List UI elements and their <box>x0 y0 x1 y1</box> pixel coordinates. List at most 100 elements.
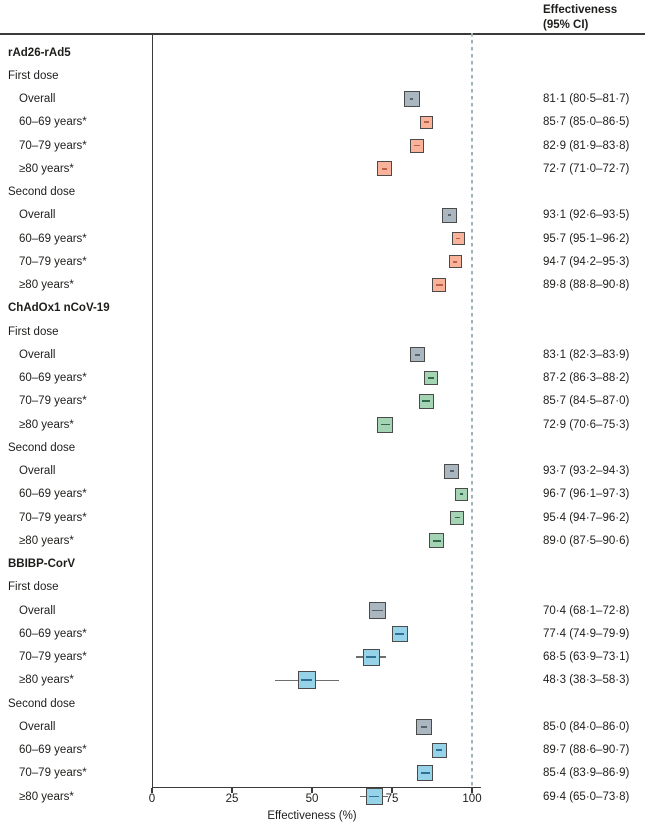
ci-dash <box>454 516 460 519</box>
ci-dash <box>436 284 443 286</box>
x-tick <box>391 788 393 793</box>
row-label-age: 70–79 years* <box>19 651 87 663</box>
effect-value: 85·0 (84·0–86·0) <box>543 720 630 733</box>
x-tick-label: 75 <box>385 793 399 805</box>
effect-value: 87·2 (86·3–88·2) <box>543 372 630 384</box>
effect-value: 48·3 (38·3–58·3) <box>543 674 630 687</box>
x-tick <box>311 788 313 793</box>
row-label-age: 70–79 years* <box>19 767 87 780</box>
ci-dash <box>448 214 452 217</box>
row-label-overall: Overall <box>19 209 56 222</box>
dose-label: Second dose <box>8 441 76 454</box>
row-label-age: ≥80 years* <box>19 279 74 291</box>
row-label-age: 60–69 years* <box>19 372 87 384</box>
effect-value: 89·0 (87·5–90·6) <box>543 534 630 547</box>
dose-label: First dose <box>8 325 59 338</box>
ci-dash <box>415 353 421 356</box>
ci-dash <box>380 423 391 426</box>
effectiveness-column-header-line1: Effectiveness <box>543 4 618 16</box>
effect-value: 72·7 (71·0–72·7) <box>543 162 630 175</box>
ci-dash <box>368 795 380 798</box>
ci-dash <box>372 609 383 612</box>
dose-label: Second dose <box>8 697 76 710</box>
group-label: ChAdOx1 nCoV-19 <box>8 302 110 315</box>
row-label-age: 70–79 years* <box>19 139 87 152</box>
row-label-age: 60–69 years* <box>19 744 87 756</box>
effect-value: 95·4 (94·7–96·2) <box>543 511 630 524</box>
ci-dash <box>459 493 464 496</box>
row-label-overall: Overall <box>19 348 56 361</box>
ci-dash <box>456 237 460 240</box>
row-label-age: 70–79 years* <box>19 395 87 408</box>
effect-value: 81·1 (80·5–81·7) <box>543 93 630 105</box>
group-label: BBIBP-CorV <box>8 558 76 570</box>
effect-value: 70·4 (68·1–72·8) <box>543 604 630 617</box>
effect-value: 69·4 (65·0–73·8) <box>543 790 630 803</box>
effectiveness-column-header-line2: (95% CI) <box>543 18 589 31</box>
dose-label: First dose <box>8 581 59 594</box>
effect-value: 77·4 (74·9–79·9) <box>543 627 630 640</box>
row-label-age: 60–69 years* <box>19 116 87 129</box>
effect-value: 85·7 (84·5–87·0) <box>543 395 630 408</box>
row-label-age: 70–79 years* <box>19 511 87 524</box>
ci-dash <box>394 632 405 635</box>
reference-line-100 <box>471 33 473 787</box>
ci-dash <box>365 656 377 658</box>
ci-dash <box>422 400 431 403</box>
row-label-age: 60–69 years* <box>19 627 87 640</box>
effect-value: 96·7 (96·1–97·3) <box>543 488 630 501</box>
row-label-age: 60–69 years* <box>19 488 87 501</box>
effect-value: 89·8 (88·8–90·8) <box>543 279 630 291</box>
row-label-age: ≥80 years* <box>19 534 74 547</box>
dose-label: Second dose <box>8 186 76 198</box>
effect-value: 85·4 (83·9–86·9) <box>543 767 630 780</box>
ci-dash <box>432 539 442 542</box>
effect-value: 68·5 (63·9–73·1) <box>543 651 630 663</box>
x-tick-label: 100 <box>462 793 482 805</box>
y-axis-line <box>152 33 154 787</box>
x-tick <box>151 788 153 793</box>
row-label-age: 60–69 years* <box>19 232 87 245</box>
effect-value: 83·1 (82·3–83·9) <box>543 348 630 361</box>
ci-dash <box>409 98 414 100</box>
row-label-overall: Overall <box>19 93 56 105</box>
row-label-age: ≥80 years* <box>19 418 74 431</box>
effect-value: 89·7 (88·6–90·7) <box>543 744 630 756</box>
x-axis-line <box>152 787 481 789</box>
ci-dash <box>423 121 429 124</box>
row-label-age: ≥80 years* <box>19 162 74 175</box>
row-label-age: ≥80 years* <box>19 790 74 803</box>
x-tick <box>471 788 473 793</box>
x-tick <box>231 788 233 793</box>
row-label-age: ≥80 years* <box>19 674 74 687</box>
ci-dash <box>450 470 454 472</box>
row-label-overall: Overall <box>19 465 56 477</box>
x-tick-label: 50 <box>305 793 319 805</box>
effect-value: 94·7 (94·2–95·3) <box>543 255 630 268</box>
x-tick-label: 25 <box>225 793 239 805</box>
x-tick-label: 0 <box>148 793 156 805</box>
ci-dash <box>414 144 421 147</box>
effect-value: 72·9 (70·6–75·3) <box>543 418 630 431</box>
ci-dash <box>420 772 431 775</box>
effect-value: 95·7 (95·1–96·2) <box>543 232 630 245</box>
ci-dash <box>428 377 435 379</box>
top-rule <box>0 33 645 35</box>
row-label-overall: Overall <box>19 604 56 617</box>
ci-dash <box>300 679 313 682</box>
effectiveness-column-header: Effectiveness (95% CI) <box>543 3 617 32</box>
row-label-age: 70–79 years* <box>19 255 87 268</box>
effect-value: 85·7 (85·0–86·5) <box>543 116 630 129</box>
ci-dash <box>420 725 428 728</box>
ci-dash <box>435 749 443 751</box>
group-label: rAd26-rAd5 <box>8 46 71 59</box>
row-label-overall: Overall <box>19 720 56 733</box>
x-axis-title: Effectiveness (%) <box>267 810 357 822</box>
dose-label: First dose <box>8 69 59 82</box>
ci-dash <box>381 167 388 170</box>
ci-dash <box>453 260 457 263</box>
effect-value: 93·1 (92·6–93·5) <box>543 209 630 222</box>
effect-value: 82·9 (81·9–83·8) <box>543 139 630 152</box>
effect-value: 93·7 (93·2–94·3) <box>543 465 630 477</box>
